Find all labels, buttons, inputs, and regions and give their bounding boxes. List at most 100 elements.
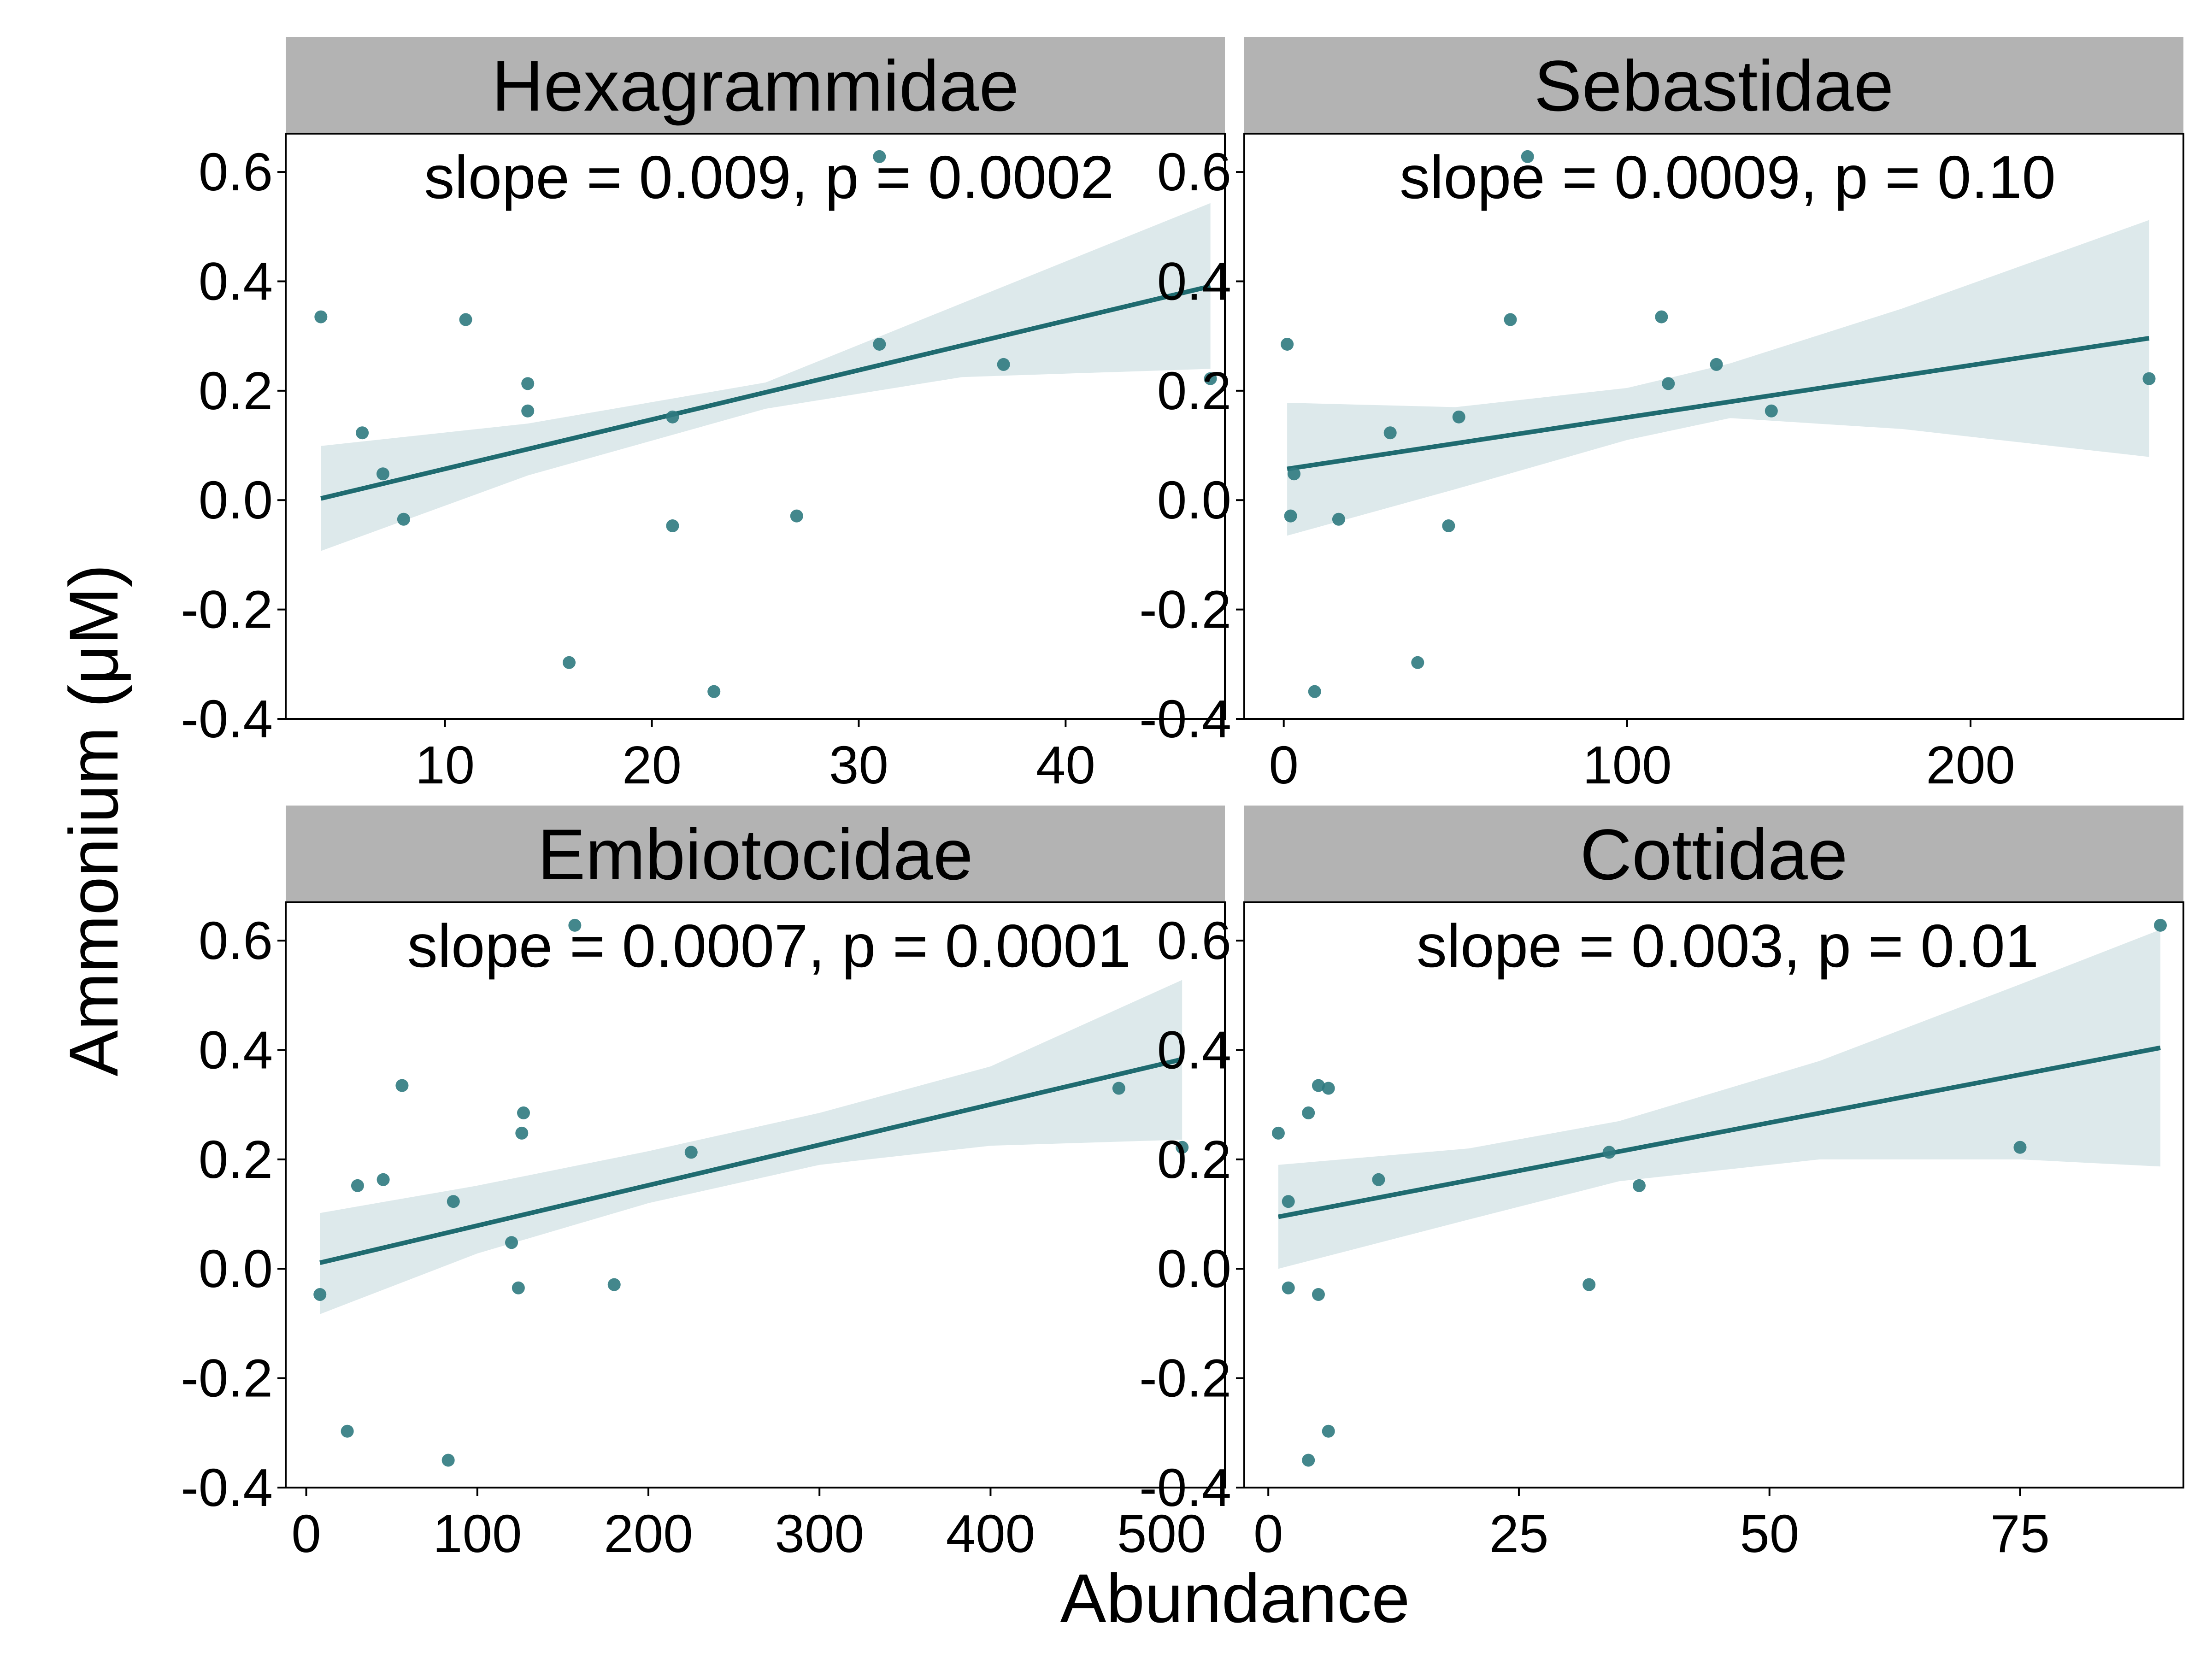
data-point bbox=[517, 1106, 530, 1119]
facet-title: Hexagrammidae bbox=[492, 46, 1019, 126]
x-tick-label: 50 bbox=[1740, 1504, 1799, 1564]
facet-panel: Hexagrammidae slope = 0.009, p = 0.0002 -0… bbox=[181, 37, 1226, 795]
facet-strip bbox=[1244, 37, 2183, 134]
confidence-ribbon bbox=[1287, 220, 2149, 536]
x-tick-label: 100 bbox=[433, 1504, 522, 1564]
data-point bbox=[1655, 310, 1668, 324]
data-point bbox=[1302, 1106, 1315, 1119]
data-point bbox=[684, 1146, 698, 1159]
x-axis-title: Abundance bbox=[1060, 1559, 1410, 1637]
slope-annotation: slope = 0.0009, p = 0.10 bbox=[1400, 143, 2056, 211]
y-tick-label: 0.2 bbox=[1157, 361, 1231, 421]
data-point bbox=[515, 1126, 529, 1140]
data-point bbox=[1312, 1288, 1325, 1301]
data-point bbox=[1383, 426, 1397, 440]
y-tick-label: 0.4 bbox=[1157, 251, 1231, 311]
y-tick-label: 0.4 bbox=[1157, 1020, 1231, 1080]
data-point bbox=[562, 656, 576, 669]
regression-line bbox=[319, 1057, 1183, 1265]
facet-strip bbox=[1244, 806, 2183, 902]
plot-area bbox=[1271, 918, 2167, 1467]
data-point bbox=[521, 377, 535, 390]
slope-annotation: slope = 0.0007, p = 0.0001 bbox=[407, 912, 1131, 980]
data-point bbox=[377, 1173, 390, 1186]
data-point bbox=[341, 1424, 354, 1438]
data-point bbox=[1308, 685, 1321, 698]
x-tick-label: 10 bbox=[415, 735, 475, 795]
confidence-ribbon bbox=[321, 203, 1211, 551]
regression-line bbox=[1278, 1045, 2161, 1219]
data-point bbox=[376, 467, 389, 481]
x-tick-label: 200 bbox=[1926, 735, 2015, 795]
data-point bbox=[1282, 1281, 1295, 1294]
data-point bbox=[441, 1453, 455, 1467]
data-point bbox=[2142, 372, 2156, 385]
slope-annotation: slope = 0.009, p = 0.0002 bbox=[424, 143, 1114, 211]
plot-area bbox=[1281, 150, 2156, 698]
data-point bbox=[1282, 1195, 1295, 1208]
data-point bbox=[395, 1079, 409, 1092]
data-point bbox=[2013, 1141, 2027, 1154]
data-point bbox=[1322, 1082, 1335, 1095]
y-tick-label: 0.4 bbox=[199, 251, 273, 311]
facet-panel: Cottidae slope = 0.003, p = 0.01 -0.4 -0.2 0… bbox=[1139, 806, 2184, 1564]
y-tick-label: -0.2 bbox=[181, 1348, 273, 1408]
y-tick-label: 0.6 bbox=[1157, 911, 1231, 971]
y-tick-label: 0.2 bbox=[1157, 1130, 1231, 1189]
data-point bbox=[1411, 656, 1424, 669]
plot-area bbox=[314, 150, 1217, 698]
panel-border bbox=[285, 901, 1226, 1488]
x-tick-label: 40 bbox=[1036, 735, 1095, 795]
data-point bbox=[666, 519, 679, 533]
data-point bbox=[1632, 1179, 1646, 1192]
facet-title: Embiotocidae bbox=[537, 815, 973, 895]
y-tick-label: -0.4 bbox=[181, 689, 273, 749]
x-tick-label: 400 bbox=[946, 1504, 1035, 1564]
panel-border bbox=[285, 133, 1226, 720]
x-tick-label: 20 bbox=[622, 735, 682, 795]
y-tick-label: 0.0 bbox=[1157, 470, 1231, 530]
data-point bbox=[1288, 467, 1301, 481]
data-point bbox=[1765, 404, 1778, 418]
y-tick-label: 0.6 bbox=[199, 142, 273, 202]
data-point bbox=[568, 918, 582, 932]
data-point bbox=[512, 1281, 525, 1294]
y-tick-label: -0.2 bbox=[1139, 580, 1231, 640]
data-point bbox=[397, 512, 410, 526]
x-tick-label: 0 bbox=[1269, 735, 1299, 795]
slope-annotation: slope = 0.003, p = 0.01 bbox=[1417, 912, 2039, 980]
data-point bbox=[1284, 509, 1297, 523]
data-point bbox=[997, 358, 1010, 371]
data-point bbox=[1583, 1278, 1596, 1291]
regression-line bbox=[320, 284, 1211, 501]
facet-panel: Sebastidae slope = 0.0009, p = 0.10 -0.4 -0… bbox=[1139, 37, 2184, 795]
plot-area bbox=[313, 918, 1189, 1467]
x-tick-label: 0 bbox=[1253, 1504, 1283, 1564]
x-tick-label: 300 bbox=[775, 1504, 864, 1564]
data-point bbox=[521, 404, 535, 418]
data-point bbox=[790, 509, 803, 523]
facet-panel: Embiotocidae slope = 0.0007, p = 0.0001 -0… bbox=[181, 806, 1226, 1564]
y-tick-label: 0.0 bbox=[199, 1239, 273, 1299]
facet-panels: Hexagrammidae slope = 0.009, p = 0.0002 -0… bbox=[181, 37, 2184, 1564]
data-point bbox=[313, 1288, 327, 1301]
data-point bbox=[351, 1179, 364, 1192]
data-point bbox=[1452, 410, 1465, 424]
panel-border bbox=[1243, 901, 2184, 1488]
data-point bbox=[1332, 512, 1345, 526]
data-point bbox=[1281, 337, 1294, 351]
facet-title: Sebastidae bbox=[1534, 46, 1894, 126]
data-point bbox=[1322, 1424, 1335, 1438]
data-point bbox=[1710, 358, 1723, 371]
data-point bbox=[666, 410, 679, 424]
regression-line bbox=[1287, 335, 2150, 471]
y-tick-label: 0.6 bbox=[199, 911, 273, 971]
data-point bbox=[1112, 1082, 1125, 1095]
data-point bbox=[1442, 519, 1455, 533]
data-point bbox=[459, 313, 472, 326]
y-tick-label: 0.0 bbox=[199, 470, 273, 530]
confidence-ribbon bbox=[320, 980, 1182, 1314]
data-point bbox=[1312, 1079, 1325, 1092]
x-tick-label: 75 bbox=[1990, 1504, 2050, 1564]
